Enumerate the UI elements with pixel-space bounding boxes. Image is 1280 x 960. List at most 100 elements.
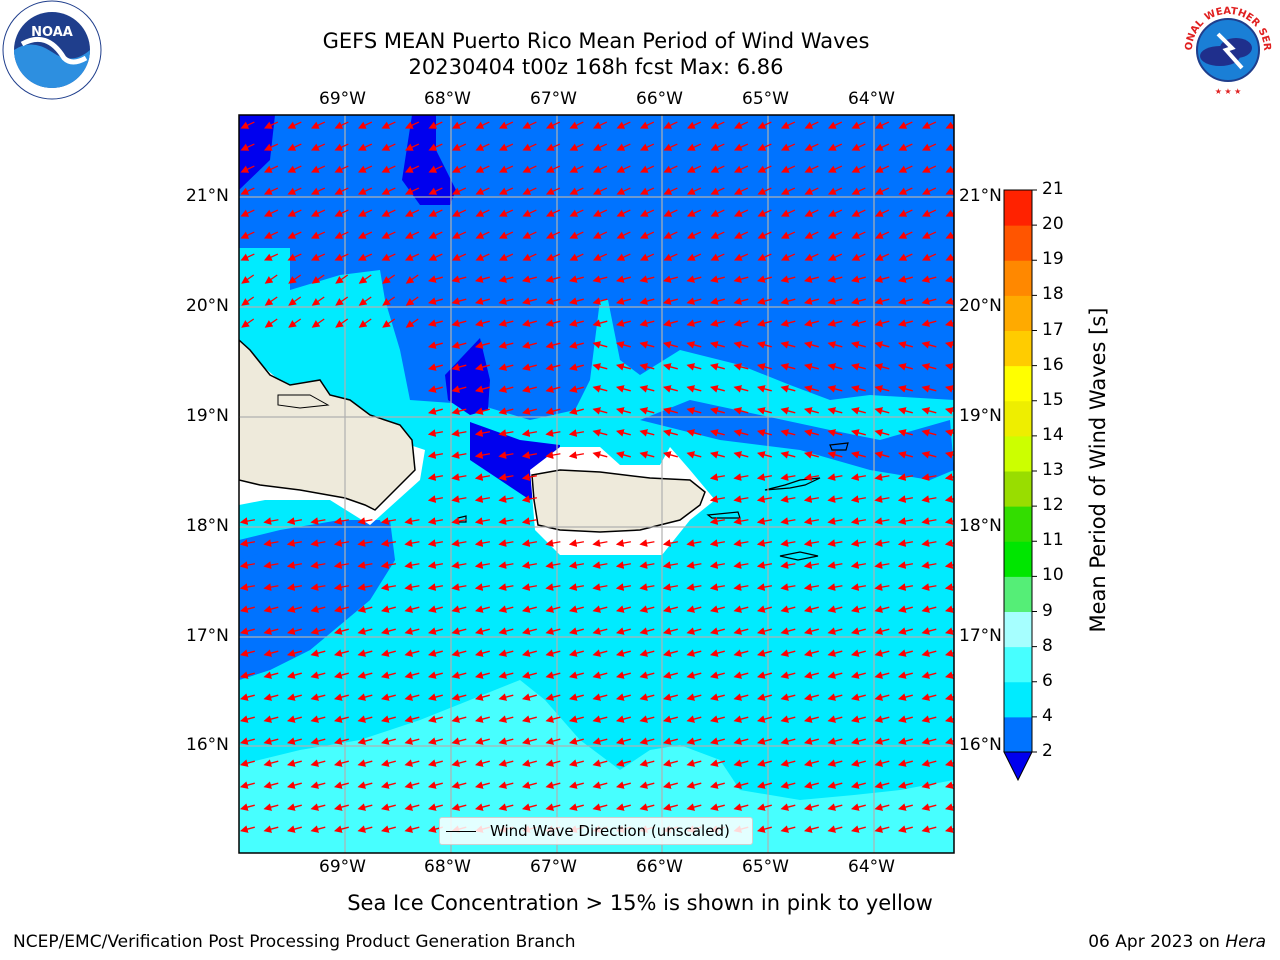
- wave-direction-arrow: [874, 209, 890, 217]
- wave-direction-arrow: [521, 495, 538, 503]
- wave-direction-arrow: [404, 209, 420, 217]
- wave-direction-arrow: [616, 187, 631, 195]
- wave-direction-arrow: [921, 627, 937, 635]
- wave-direction-arrow: [874, 253, 890, 261]
- wave-direction-arrow: [592, 671, 608, 679]
- wave-direction-arrow: [404, 715, 420, 723]
- wave-direction-arrow: [474, 539, 491, 547]
- wave-direction-arrow: [921, 671, 937, 679]
- wave-direction-arrow: [662, 385, 678, 393]
- wave-direction-arrow: [404, 231, 420, 239]
- wave-direction-arrow: [428, 231, 443, 239]
- wave-direction-arrow: [521, 737, 537, 745]
- wave-direction-arrow: [545, 121, 561, 129]
- wave-direction-arrow: [827, 275, 843, 283]
- wave-direction-arrow: [451, 605, 467, 613]
- wave-direction-arrow: [827, 187, 843, 195]
- wave-direction-arrow: [263, 781, 279, 789]
- wave-direction-arrow: [404, 737, 420, 745]
- wave-direction-arrow: [333, 539, 350, 547]
- wave-direction-arrow: [474, 715, 490, 723]
- wave-direction-arrow: [286, 561, 303, 569]
- wave-direction-arrow: [944, 297, 954, 305]
- wave-direction-arrow: [686, 231, 702, 239]
- wave-direction-arrow: [850, 363, 866, 371]
- wave-direction-arrow: [733, 451, 749, 459]
- wave-direction-arrow: [827, 715, 843, 723]
- wave-direction-arrow: [756, 693, 772, 701]
- wave-direction-arrow: [380, 583, 397, 591]
- wave-direction-arrow: [827, 649, 843, 657]
- wave-direction-arrow: [850, 737, 866, 745]
- wave-direction-arrow: [310, 737, 326, 745]
- wave-direction-arrow: [733, 231, 749, 239]
- lat-label-left: 21°N: [186, 186, 229, 206]
- wave-direction-arrow: [874, 363, 890, 371]
- wave-direction-arrow: [333, 649, 349, 657]
- lon-label-bottom: 64°W: [848, 857, 895, 877]
- wave-direction-arrow: [686, 187, 702, 195]
- wave-direction-arrow: [780, 495, 796, 503]
- wave-direction-arrow: [874, 385, 890, 393]
- lon-label-top: 67°W: [530, 89, 577, 109]
- wave-direction-arrow: [239, 517, 256, 525]
- wave-direction-arrow: [240, 187, 255, 195]
- wave-direction-arrow: [921, 583, 937, 591]
- wave-direction-arrow: [568, 275, 584, 283]
- wave-direction-arrow: [615, 275, 631, 283]
- wave-direction-arrow: [709, 297, 725, 305]
- wave-direction-arrow: [827, 341, 843, 349]
- wave-direction-arrow: [474, 583, 491, 591]
- wave-direction-arrow: [286, 781, 302, 789]
- wave-direction-arrow: [381, 143, 396, 151]
- wave-direction-arrow: [780, 341, 796, 349]
- wave-direction-arrow: [803, 715, 819, 723]
- wave-direction-arrow: [592, 539, 608, 547]
- wave-direction-arrow: [850, 495, 867, 503]
- wave-direction-arrow: [733, 253, 749, 261]
- wave-direction-arrow: [756, 671, 772, 679]
- wave-direction-arrow: [851, 143, 866, 151]
- wave-direction-arrow: [568, 715, 584, 723]
- wave-direction-arrow: [474, 737, 490, 745]
- wave-direction-arrow: [874, 583, 890, 591]
- wave-direction-arrow: [639, 319, 655, 327]
- wave-direction-arrow: [733, 187, 749, 195]
- wave-direction-arrow: [756, 539, 773, 547]
- wave-direction-arrow: [780, 649, 796, 657]
- wave-direction-arrow: [263, 803, 279, 811]
- wave-direction-arrow: [263, 253, 279, 261]
- wave-direction-arrow: [498, 407, 514, 415]
- wave-direction-arrow: [874, 495, 890, 503]
- wave-direction-arrow: [615, 693, 631, 701]
- wave-direction-arrow: [662, 803, 678, 811]
- wave-direction-arrow: [921, 737, 937, 745]
- wave-direction-arrow: [827, 121, 843, 129]
- wave-direction-arrow: [827, 429, 843, 437]
- wave-direction-arrow: [733, 165, 749, 173]
- wave-direction-arrow: [498, 297, 514, 305]
- wave-direction-arrow: [897, 627, 913, 635]
- wave-direction-arrow: [804, 253, 819, 261]
- wave-direction-arrow: [474, 561, 491, 569]
- wave-direction-arrow: [780, 605, 796, 613]
- wave-direction-arrow: [287, 209, 302, 217]
- wave-direction-arrow: [498, 143, 514, 151]
- colorbar-tick-label: 8: [1042, 635, 1053, 656]
- wave-direction-arrow: [545, 231, 561, 239]
- wave-direction-arrow: [827, 517, 843, 525]
- wave-direction-arrow: [521, 517, 538, 525]
- wave-direction-arrow: [263, 605, 279, 613]
- wave-direction-arrow: [569, 209, 584, 217]
- wave-direction-arrow: [733, 583, 749, 591]
- colorbar-tick-label: 11: [1042, 530, 1064, 551]
- wave-direction-arrow: [358, 296, 372, 306]
- wave-direction-arrow: [592, 693, 608, 701]
- wave-direction-arrow: [944, 429, 954, 437]
- wave-direction-arrow: [521, 583, 538, 591]
- wave-direction-arrow: [921, 231, 937, 239]
- wave-direction-arrow: [662, 693, 678, 701]
- wave-direction-arrow: [404, 517, 420, 525]
- wave-direction-arrow: [568, 319, 584, 327]
- wave-direction-arrow: [757, 121, 772, 129]
